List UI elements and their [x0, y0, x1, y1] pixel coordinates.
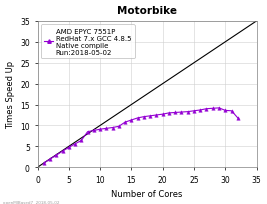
- Text: openMIBased7  2018-05-02: openMIBased7 2018-05-02: [3, 200, 59, 204]
- Title: Motorbike: Motorbike: [117, 6, 177, 16]
- Y-axis label: Times Speed Up: Times Speed Up: [6, 61, 15, 129]
- X-axis label: Number of Cores: Number of Cores: [111, 190, 183, 198]
- Legend: AMD EPYC 7551P
RedHat 7.x GCC 4.8.5
Native compile
Run:2018-05-02: AMD EPYC 7551P RedHat 7.x GCC 4.8.5 Nati…: [41, 25, 135, 59]
